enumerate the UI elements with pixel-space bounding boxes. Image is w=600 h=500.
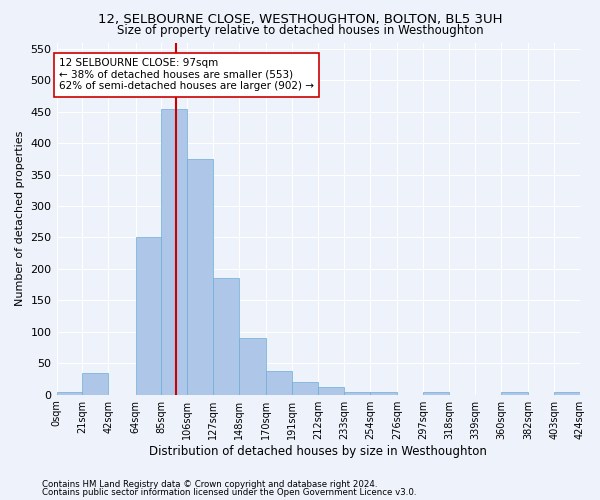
Bar [266, 371, 292, 394]
Text: 12 SELBOURNE CLOSE: 97sqm
← 38% of detached houses are smaller (553)
62% of semi: 12 SELBOURNE CLOSE: 97sqm ← 38% of detac… [59, 58, 314, 92]
Y-axis label: Number of detached properties: Number of detached properties [15, 131, 25, 306]
Bar [239, 338, 266, 394]
Bar [161, 108, 187, 395]
Bar [318, 387, 344, 394]
Bar [370, 392, 397, 394]
Bar [501, 392, 528, 394]
Text: 12, SELBOURNE CLOSE, WESTHOUGHTON, BOLTON, BL5 3UH: 12, SELBOURNE CLOSE, WESTHOUGHTON, BOLTO… [98, 12, 502, 26]
Bar [82, 372, 109, 394]
Text: Contains HM Land Registry data © Crown copyright and database right 2024.: Contains HM Land Registry data © Crown c… [42, 480, 377, 489]
Text: Contains public sector information licensed under the Open Government Licence v3: Contains public sector information licen… [42, 488, 416, 497]
Bar [554, 392, 580, 394]
Bar [214, 278, 239, 394]
Bar [344, 392, 370, 394]
Text: Size of property relative to detached houses in Westhoughton: Size of property relative to detached ho… [116, 24, 484, 37]
Bar [136, 238, 161, 394]
Bar [292, 382, 318, 394]
Bar [423, 392, 449, 394]
Bar [187, 159, 214, 394]
X-axis label: Distribution of detached houses by size in Westhoughton: Distribution of detached houses by size … [149, 444, 487, 458]
Bar [56, 392, 82, 394]
